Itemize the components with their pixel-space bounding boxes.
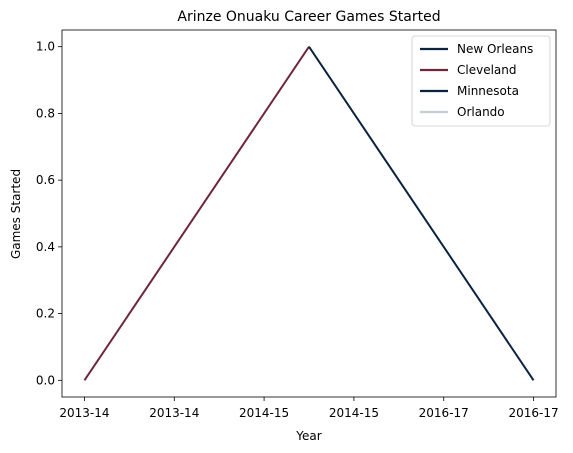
chart-title: Arinze Onuaku Career Games Started [177,9,440,25]
series-lines [83,46,535,381]
legend-box [411,35,551,127]
series-line-cleveland [83,46,310,381]
y-tick-label: 0.6 [36,173,55,187]
plot-frame [61,29,557,398]
x-tick-label: 2016-17 [508,406,558,420]
x-axis: 2013-14 2013-14 2014-15 2014-15 2016-17 2016-… [59,397,559,420]
series-line-minnesota [308,46,535,381]
x-tick-label: 2014-15 [239,406,289,420]
legend-label-orlando: Orlando [457,105,505,119]
y-tick-label: 0.0 [36,373,55,387]
legend-label-minnesota: Minnesota [457,84,519,98]
x-tick-label: 2016-17 [419,406,469,420]
y-axis-label: Games Started [9,169,23,259]
legend-label-new-orleans: New Orleans [457,42,533,56]
x-tick-label: 2013-14 [59,406,109,420]
legend: New Orleans Cleveland Minnesota Orlando [411,35,551,127]
y-axis: 0.0 0.2 0.4 0.6 0.8 1.0 [36,40,62,387]
y-tick-label: 0.8 [36,106,55,120]
y-tick-label: 1.0 [36,40,55,54]
x-tick-label: 2013-14 [149,406,199,420]
y-tick-label: 0.4 [36,240,55,254]
y-tick-label: 0.2 [36,307,55,321]
x-axis-label: Year [295,429,321,443]
x-tick-label: 2014-15 [329,406,379,420]
legend-label-cleveland: Cleveland [457,63,517,77]
